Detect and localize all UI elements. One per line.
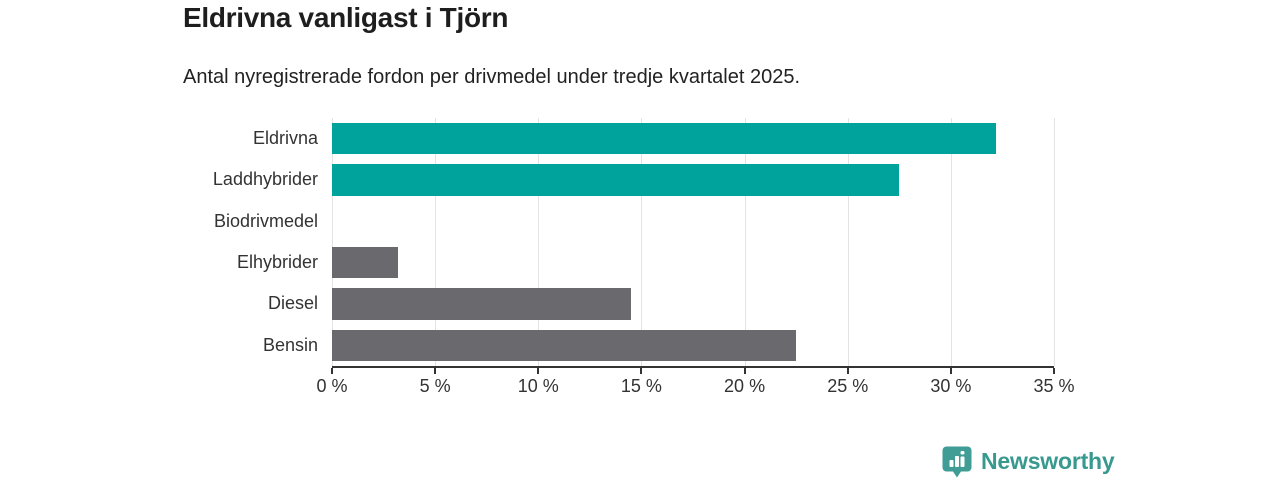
x-axis-tick: [743, 368, 746, 374]
gridline: [332, 118, 333, 366]
x-axis-tick: [331, 368, 333, 374]
x-axis-tick-label: 30 %: [930, 376, 972, 396]
x-axis-tick: [640, 368, 643, 374]
newsworthy-logo-icon: [941, 445, 973, 478]
x-axis-tick-label: 0 %: [316, 376, 348, 396]
chart-subtitle: Antal nyregistrerade fordon per drivmede…: [183, 66, 801, 88]
x-axis-tick: [949, 368, 952, 374]
x-axis-tick-label: 15 %: [620, 376, 662, 396]
gridline: [435, 118, 437, 366]
x-axis-tick-label: 10 %: [517, 376, 559, 396]
x-axis-line: [332, 366, 1054, 368]
category-axis-labels: Eldrivna Laddhybrider Biodrivmedel Elhybrid…: [0, 118, 318, 366]
gridline: [847, 118, 849, 366]
gridline: [950, 118, 952, 366]
x-axis-tick: [537, 368, 540, 374]
newsworthy-brand-link[interactable]: Newsworthy: [941, 445, 1115, 478]
x-axis-tick-label: 20 %: [724, 376, 766, 396]
x-axis-tick: [434, 368, 437, 374]
x-axis-tick-label: 25 %: [827, 376, 869, 396]
category-label: Bensin: [262, 334, 318, 355]
bar: [332, 329, 797, 362]
category-label: Biodrivmedel: [213, 210, 318, 231]
bar: [332, 246, 398, 279]
bar-chart-plot-area: 0 % 5 % 10 % 15 % 20 % 25 % 30 % 35 %: [316, 118, 1075, 396]
chart-title: Eldrivna vanligast i Tjörn: [183, 2, 509, 33]
category-label: Diesel: [267, 293, 318, 314]
category-label: Laddhybrider: [212, 169, 318, 190]
newsworthy-brand-name: Newsworthy: [981, 448, 1115, 474]
bar: [332, 122, 997, 155]
bar: [332, 288, 632, 320]
category-label: Elhybrider: [236, 252, 318, 273]
x-axis-tick-label: 35 %: [1033, 376, 1075, 396]
x-axis-tick-label: 5 %: [419, 376, 451, 396]
category-label: Eldrivna: [252, 128, 318, 149]
x-axis-tick: [846, 368, 849, 374]
gridline: [1054, 118, 1055, 366]
gridline: [538, 118, 540, 366]
x-axis-tick: [1053, 368, 1055, 374]
gridline: [744, 118, 746, 366]
gridline: [641, 118, 643, 366]
bar: [332, 164, 900, 196]
